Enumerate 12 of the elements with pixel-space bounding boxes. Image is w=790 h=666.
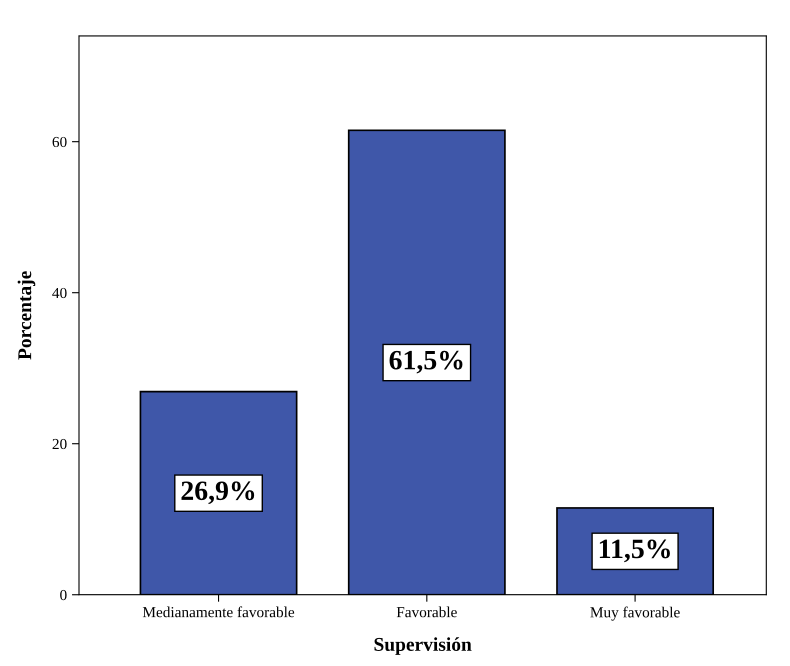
x-tick-label: Favorable	[396, 606, 457, 618]
x-axis-title: Supervisión	[374, 637, 472, 655]
y-tick-label: 40	[52, 288, 67, 298]
x-tick-label: Muy favorable	[590, 606, 680, 621]
y-axis-title: Porcentaje	[18, 271, 36, 360]
x-tick-label: Medianamente favorable	[142, 606, 294, 618]
data-label: 61,5%	[390, 350, 462, 374]
y-tick-label: 0	[60, 590, 67, 600]
y-tick-label: 60	[52, 136, 67, 148]
y-tick-label: 20	[52, 438, 67, 450]
data-label: 26,9%	[182, 481, 254, 504]
data-label: 11,5%	[600, 540, 670, 562]
